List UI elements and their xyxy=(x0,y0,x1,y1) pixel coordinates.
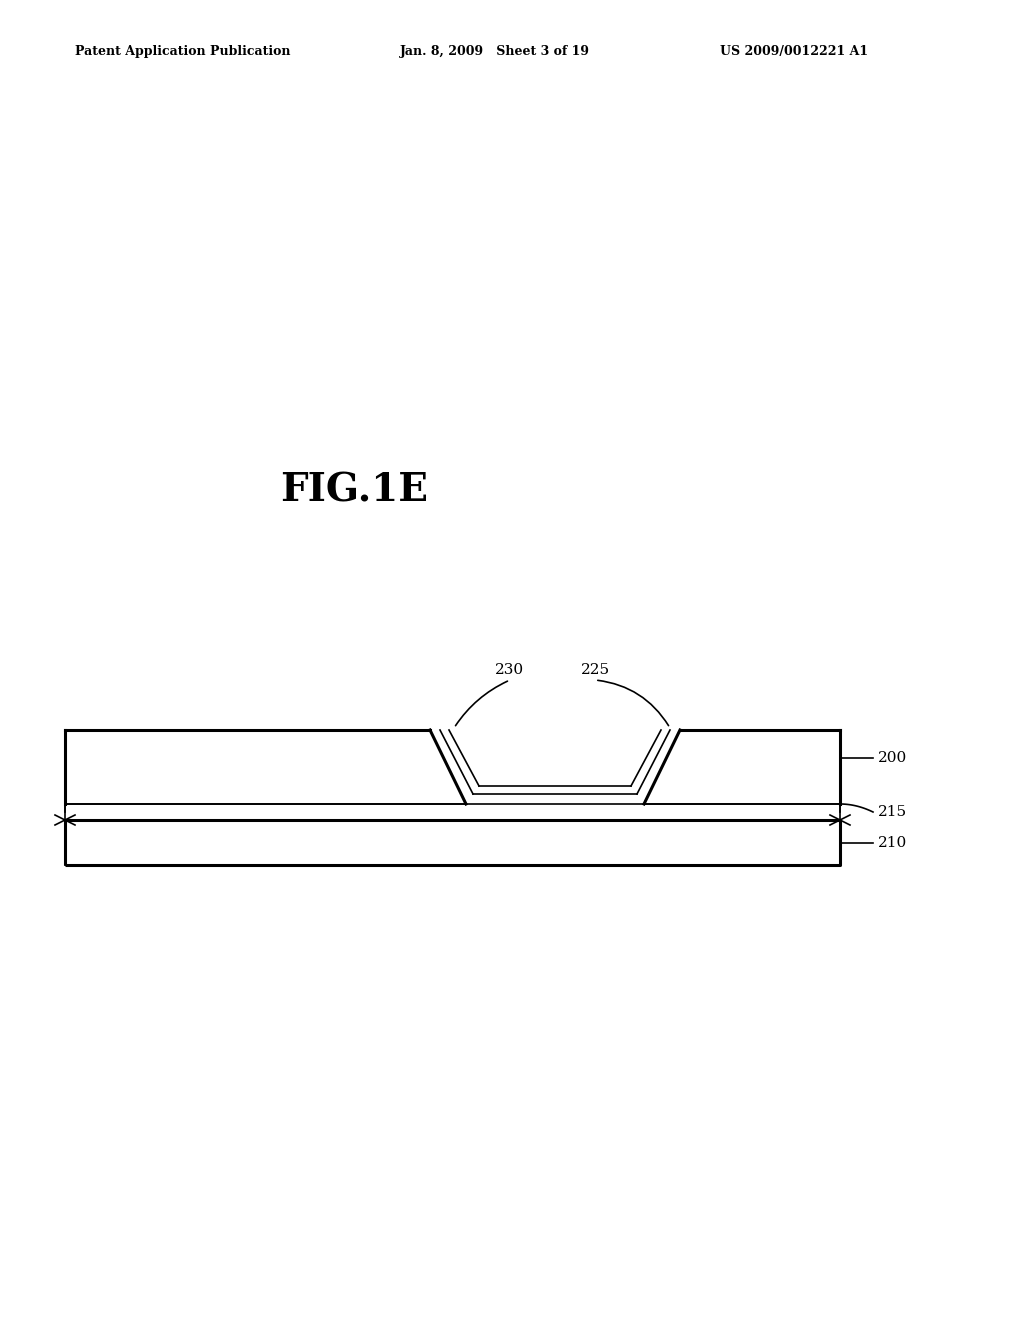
Text: 230: 230 xyxy=(496,663,524,677)
Text: 200: 200 xyxy=(878,751,907,766)
Text: US 2009/0012221 A1: US 2009/0012221 A1 xyxy=(720,45,868,58)
Text: Patent Application Publication: Patent Application Publication xyxy=(75,45,291,58)
Text: 210: 210 xyxy=(878,836,907,850)
Text: 225: 225 xyxy=(581,663,609,677)
Text: 215: 215 xyxy=(878,805,907,818)
Text: Jan. 8, 2009   Sheet 3 of 19: Jan. 8, 2009 Sheet 3 of 19 xyxy=(400,45,590,58)
Text: FIG.1E: FIG.1E xyxy=(280,471,428,510)
